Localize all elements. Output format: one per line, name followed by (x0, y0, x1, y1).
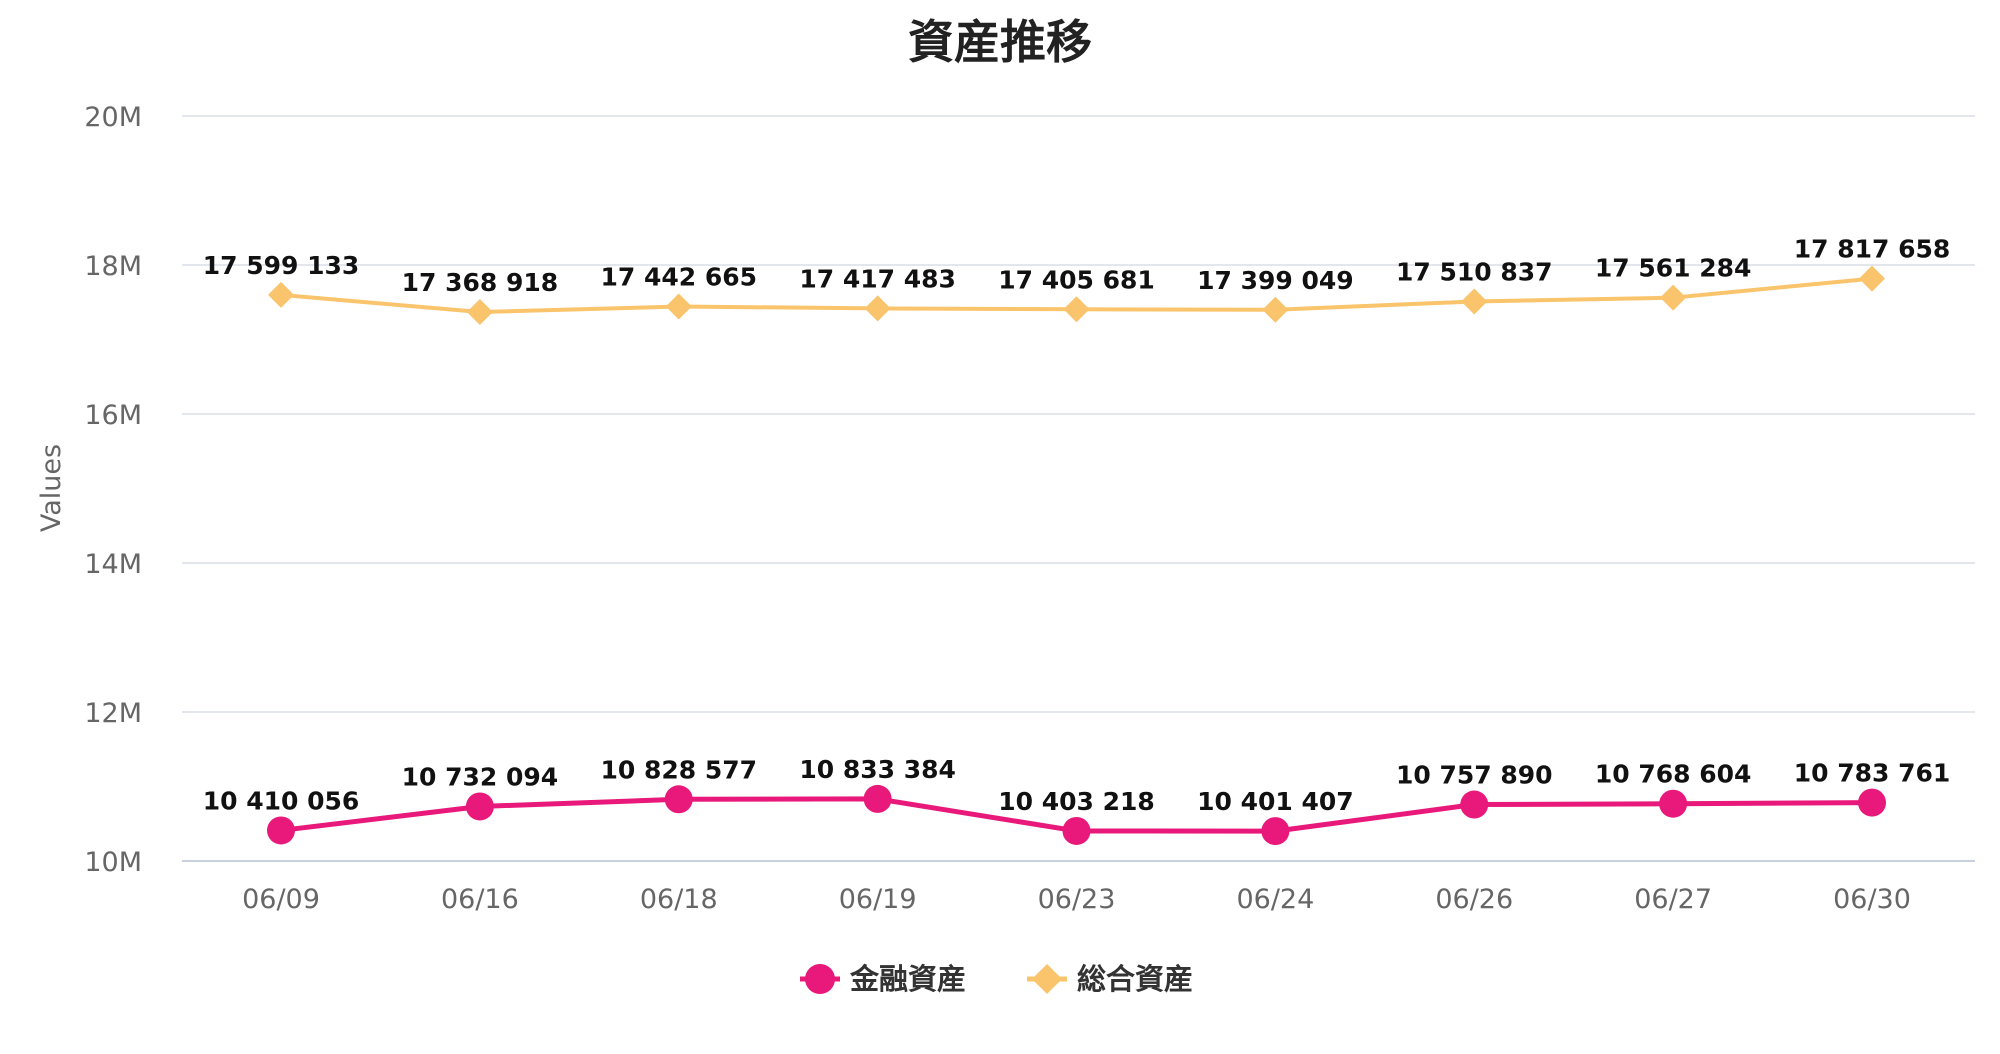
data-label: 17 405 681 (998, 265, 1155, 294)
data-point-diamond (1859, 265, 1885, 292)
legend-marker-circle (805, 964, 835, 994)
data-point-diamond (466, 299, 493, 326)
data-point-diamond (1660, 284, 1687, 311)
data-point-circle (863, 784, 892, 813)
data-point-circle (664, 785, 693, 814)
data-point-diamond (268, 281, 294, 308)
x-tick-label: 06/27 (1634, 884, 1712, 915)
x-axis-ticks: 06/09 06/16 06/18 06/19 06/23 06/24 06/26 06/27… (242, 884, 1911, 915)
series-financial-assets: 10 410 056 10 732 094 10 828 577 10 833 384… (203, 755, 1951, 846)
y-tick-label: 20M (84, 102, 142, 133)
x-tick-label: 06/24 (1236, 884, 1314, 915)
series-group: 17 599 133 17 368 918 17 442 665 17 417 483… (203, 235, 1951, 846)
data-label: 10 410 056 (203, 786, 360, 815)
x-tick-label: 06/18 (640, 884, 718, 915)
series-total-assets: 17 599 133 17 368 918 17 442 665 17 417 483… (203, 235, 1951, 326)
data-label: 10 403 218 (998, 787, 1155, 816)
data-label: 17 561 284 (1595, 254, 1752, 283)
data-point-diamond (864, 295, 891, 322)
data-point-circle (1659, 789, 1688, 818)
data-point-circle (1062, 816, 1091, 845)
y-axis-title: Values (36, 444, 67, 532)
legend-label: 総合資産 (1077, 962, 1193, 996)
y-tick-label: 14M (84, 549, 142, 580)
data-label: 10 783 761 (1794, 759, 1951, 788)
legend-item: 金融資産 (800, 962, 966, 996)
data-point-diamond (665, 293, 692, 320)
data-point-circle (1460, 790, 1489, 819)
legend-marker-diamond (1032, 964, 1062, 994)
legend: 金融資産 総合資産 (800, 962, 1193, 996)
data-label: 10 732 094 (402, 762, 559, 791)
grid-lines (182, 115, 1975, 862)
data-point-diamond (1461, 288, 1488, 315)
y-axis-ticks: 10M 12M 14M 16M 18M 20M (84, 102, 142, 878)
x-tick-label: 06/19 (839, 884, 917, 915)
x-tick-label: 06/09 (242, 884, 320, 915)
y-tick-label: 18M (84, 251, 142, 282)
data-label: 17 417 483 (799, 264, 956, 293)
data-point-circle (465, 792, 494, 821)
x-tick-label: 06/30 (1833, 884, 1911, 915)
data-label: 10 768 604 (1595, 760, 1752, 789)
data-label: 17 368 918 (402, 268, 559, 297)
data-label: 17 817 658 (1794, 235, 1951, 264)
data-label: 10 833 384 (799, 755, 956, 784)
y-tick-label: 10M (84, 847, 142, 878)
data-point-diamond (1063, 296, 1090, 323)
data-label: 17 442 665 (600, 263, 757, 292)
x-tick-label: 06/23 (1038, 884, 1116, 915)
legend-label: 金融資産 (849, 962, 966, 996)
data-point-circle (1858, 788, 1886, 817)
data-label: 17 399 049 (1197, 266, 1354, 295)
data-point-circle (1261, 817, 1290, 846)
x-tick-label: 06/26 (1435, 884, 1513, 915)
y-tick-label: 12M (84, 698, 142, 729)
x-tick-label: 06/16 (441, 884, 519, 915)
data-point-diamond (1262, 296, 1289, 323)
data-label: 17 510 837 (1396, 257, 1553, 286)
chart-title: 資産推移 (908, 15, 1092, 69)
data-label: 17 599 133 (203, 251, 360, 280)
y-tick-label: 16M (84, 400, 142, 431)
data-point-circle (267, 816, 295, 845)
data-label: 10 757 890 (1396, 761, 1553, 790)
legend-item: 総合資産 (1027, 962, 1193, 996)
data-label: 10 401 407 (1197, 787, 1354, 816)
data-label: 10 828 577 (600, 755, 757, 784)
